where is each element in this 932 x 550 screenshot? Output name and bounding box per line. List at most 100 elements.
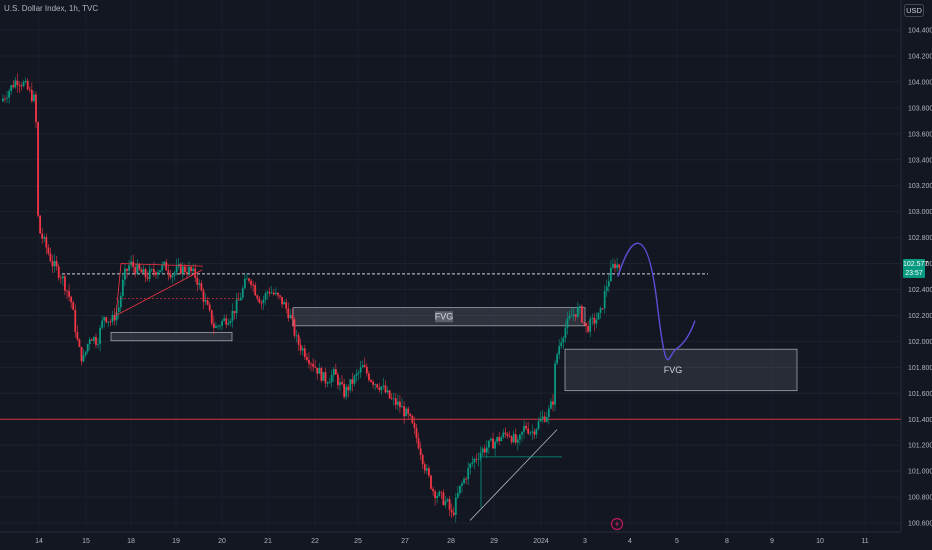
candle-body bbox=[312, 363, 314, 367]
time-tick-label: 20 bbox=[218, 538, 226, 545]
candle-body bbox=[428, 468, 430, 476]
candle-body bbox=[537, 421, 540, 429]
consolidation-box bbox=[110, 331, 233, 342]
candle-body bbox=[510, 436, 513, 443]
candle-body bbox=[589, 318, 592, 332]
candle-body bbox=[591, 317, 594, 319]
candle-body bbox=[287, 308, 290, 319]
candle-body bbox=[550, 401, 552, 409]
candle-body bbox=[593, 317, 596, 324]
price-tick-label: 101.200 bbox=[908, 443, 932, 450]
candle-body bbox=[33, 94, 35, 102]
candle-body bbox=[502, 432, 505, 438]
candle-body bbox=[469, 463, 472, 469]
ascending-trendline bbox=[469, 429, 558, 521]
candle-body bbox=[279, 295, 281, 297]
candle-body bbox=[196, 277, 199, 285]
time-tick-label: 22 bbox=[311, 538, 319, 545]
candle-body bbox=[51, 261, 54, 267]
price-tick-label: 104.000 bbox=[908, 79, 932, 86]
price-tick-label: 102.000 bbox=[908, 339, 932, 346]
time-tick-label: 21 bbox=[264, 538, 272, 545]
candle-body bbox=[113, 314, 116, 321]
candle-body bbox=[274, 292, 277, 295]
fvg-zone-lower bbox=[564, 348, 798, 392]
bar-countdown: 23:57 bbox=[905, 270, 923, 277]
candle-body bbox=[359, 367, 362, 373]
candle-body bbox=[450, 509, 453, 513]
candle-body bbox=[248, 278, 250, 281]
time-axis[interactable]: 14 15 18 19 20 21 22 25 27 28 29 2024 3 4 5 8 9 10 11 bbox=[0, 531, 901, 545]
candle-body bbox=[417, 438, 420, 449]
candle-body bbox=[74, 309, 77, 332]
candle-body bbox=[18, 84, 21, 86]
candle-body bbox=[411, 415, 414, 424]
candle-body bbox=[140, 269, 143, 273]
candle-body bbox=[231, 311, 234, 321]
candle-body bbox=[612, 264, 614, 268]
candle-body bbox=[403, 406, 405, 417]
candle-body bbox=[581, 306, 583, 323]
candle-body bbox=[101, 320, 104, 328]
candle-body bbox=[200, 283, 203, 291]
candle-body bbox=[8, 90, 11, 98]
candle-body bbox=[330, 375, 333, 382]
candle-body bbox=[487, 440, 490, 448]
candle-body bbox=[405, 408, 408, 417]
candle-body bbox=[227, 323, 230, 325]
candle-body bbox=[297, 335, 300, 345]
candle-body bbox=[148, 269, 151, 279]
candle-body bbox=[535, 428, 538, 435]
candle-body bbox=[370, 380, 372, 382]
price-tick-label: 101.000 bbox=[908, 469, 932, 476]
time-tick-label: 14 bbox=[35, 538, 43, 545]
candle-body bbox=[134, 267, 137, 274]
candle-body bbox=[500, 437, 503, 442]
candle-body bbox=[485, 447, 488, 453]
candle-body bbox=[609, 267, 612, 282]
candle-body bbox=[334, 369, 337, 375]
fvg-label-upper: FVG bbox=[435, 312, 454, 322]
candle-body bbox=[467, 468, 470, 480]
currency-button[interactable]: USD bbox=[904, 4, 924, 17]
candle-body bbox=[523, 425, 525, 432]
candle-body bbox=[138, 264, 141, 270]
candle-body bbox=[423, 464, 426, 471]
candle-body bbox=[198, 283, 201, 285]
time-tick-label: 25 bbox=[354, 538, 362, 545]
candle-body bbox=[124, 268, 126, 280]
candle-body bbox=[512, 434, 515, 443]
candle-body bbox=[349, 379, 352, 391]
candle-body bbox=[66, 290, 68, 292]
symbol-legend[interactable]: U.S. Dollar Index, 1h, TVC bbox=[4, 4, 99, 13]
candle-body bbox=[241, 288, 244, 298]
candle-body bbox=[496, 437, 499, 442]
candle-body bbox=[128, 265, 130, 271]
candle-body bbox=[446, 499, 449, 501]
candle-body bbox=[20, 85, 23, 87]
candle-body bbox=[361, 365, 364, 368]
candle-body bbox=[341, 382, 343, 384]
candle-body bbox=[217, 325, 219, 327]
candle-body bbox=[221, 320, 224, 326]
price-tick-label: 104.400 bbox=[908, 28, 932, 35]
price-tick-label: 100.800 bbox=[908, 495, 932, 502]
candle-body bbox=[95, 336, 97, 345]
candle-body bbox=[473, 458, 476, 463]
candle-body bbox=[351, 379, 354, 384]
price-axis[interactable]: 104.400 104.200 104.000 103.800 103.600 103.4… bbox=[900, 0, 932, 532]
candle-body bbox=[204, 300, 207, 302]
candle-body bbox=[243, 278, 246, 289]
candle-body bbox=[283, 302, 286, 305]
candle-body bbox=[605, 286, 608, 292]
candle-body bbox=[576, 306, 579, 317]
candle-body bbox=[169, 273, 172, 278]
price-tick-label: 103.000 bbox=[908, 209, 932, 216]
candle-body bbox=[407, 408, 410, 414]
candle-body bbox=[554, 363, 556, 405]
candle-body bbox=[425, 468, 428, 471]
candle-body bbox=[239, 297, 242, 301]
candle-body bbox=[179, 264, 182, 274]
candle-body bbox=[171, 275, 174, 278]
